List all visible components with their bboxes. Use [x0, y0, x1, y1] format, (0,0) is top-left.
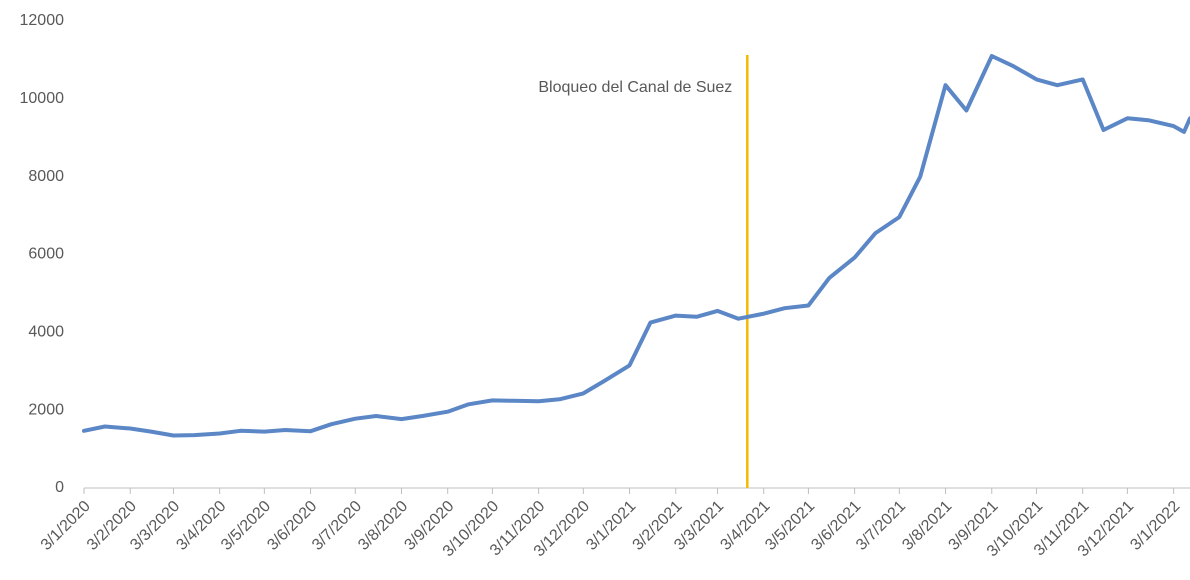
annotation-text: Bloqueo del Canal de Suez: [538, 79, 732, 96]
y-tick-label: 6000: [28, 246, 64, 263]
x-tick-label: 3/1/2022: [1127, 498, 1183, 554]
y-tick-label: 4000: [28, 324, 64, 341]
data-line: [82, 54, 1190, 438]
x-tick-label: 3/1/2020: [38, 498, 94, 554]
x-tick-label: 3/8/2021: [899, 498, 955, 554]
x-tick-label: 3/8/2020: [355, 498, 411, 554]
x-tick-label: 3/1/2021: [583, 498, 639, 554]
x-tick-label: 3/5/2020: [218, 498, 274, 554]
y-tick-label: 10000: [20, 90, 65, 107]
x-tick-label: 3/5/2021: [762, 498, 818, 554]
x-tick-label: 3/7/2021: [853, 498, 909, 554]
y-tick-label: 2000: [28, 401, 64, 418]
y-tick-label: 0: [55, 479, 64, 496]
y-tick-label: 8000: [28, 168, 64, 185]
y-tick-label: 12000: [20, 12, 65, 29]
x-tick-label: 3/7/2020: [309, 498, 365, 554]
